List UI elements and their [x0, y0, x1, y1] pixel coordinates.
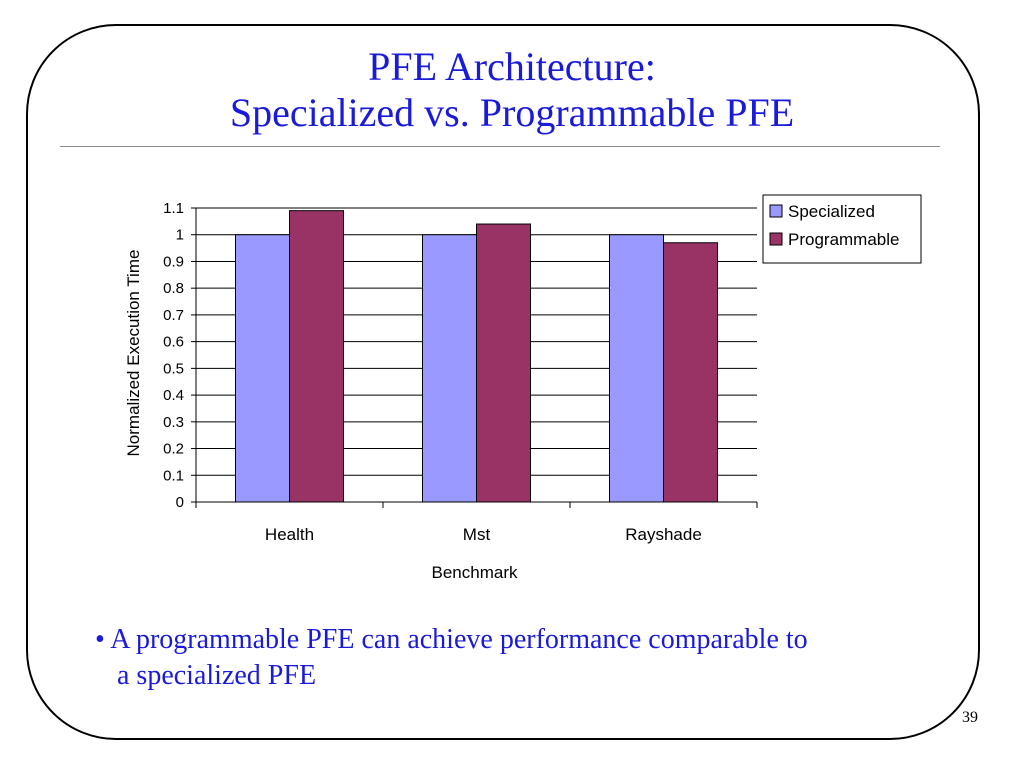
bar-specialized-health	[235, 234, 290, 503]
y-tick-label: 0.4	[163, 387, 184, 404]
bar-specialized-rayshade	[609, 234, 664, 503]
legend-swatch-specialized	[769, 204, 783, 218]
y-tick-label: 1.1	[163, 200, 184, 217]
y-tick-label: 1	[176, 227, 184, 244]
legend-label-specialized: Specialized	[788, 202, 875, 221]
y-tick-label: 0.3	[163, 414, 184, 431]
y-tick-label: 0.9	[163, 253, 184, 270]
title-divider	[60, 146, 940, 147]
legend-box	[762, 194, 922, 264]
bar-specialized-mst	[422, 234, 477, 503]
y-tick-label: 0.5	[163, 360, 184, 377]
bullet-text-line-1: A programmable PFE can achieve performan…	[110, 624, 808, 655]
title-line-1: PFE Architecture:	[368, 44, 656, 89]
x-tick-label: Mst	[463, 525, 491, 544]
legend-label-programmable: Programmable	[788, 230, 900, 249]
x-axis-title: Benchmark	[432, 563, 518, 582]
x-tick-label: Health	[265, 525, 314, 544]
x-tick-label: Rayshade	[625, 525, 702, 544]
title-line-2: Specialized vs. Programmable PFE	[229, 90, 795, 135]
bullet-marker: •	[95, 624, 105, 655]
bar-programmable-mst	[476, 223, 531, 503]
y-tick-label: 0.8	[163, 280, 184, 297]
bar-programmable-rayshade	[663, 242, 718, 503]
bullet-point: • A programmable PFE can achieve perform…	[95, 622, 975, 694]
y-tick-label: 0.2	[163, 441, 184, 458]
slide-title: PFE Architecture: Specialized vs. Progra…	[60, 44, 964, 136]
bar-programmable-health	[289, 210, 344, 503]
page-number: 39	[962, 709, 978, 726]
y-tick-label: 0.7	[163, 307, 184, 324]
slide-frame	[26, 24, 980, 740]
y-tick-label: 0	[176, 494, 184, 511]
y-axis-title: Normalized Execution Time	[124, 250, 143, 457]
y-tick-label: 0.6	[163, 334, 184, 351]
legend-swatch-programmable	[769, 232, 783, 246]
bullet-text-line-2: a specialized PFE	[117, 660, 317, 691]
y-tick-label: 0.1	[163, 467, 184, 484]
